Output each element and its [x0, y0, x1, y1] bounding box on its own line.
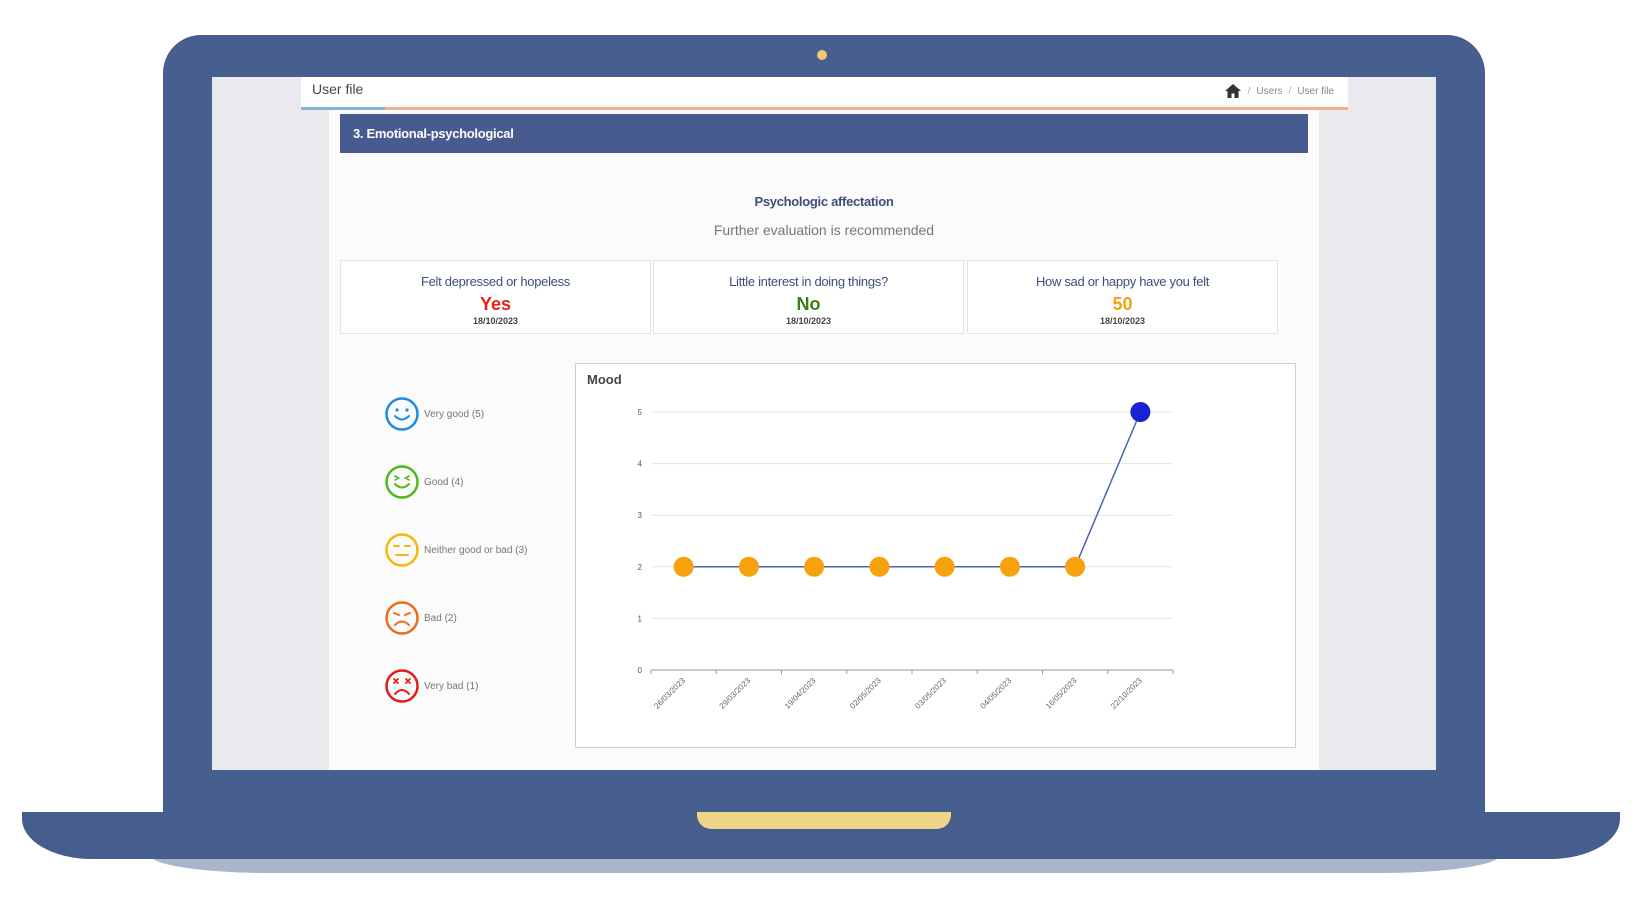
topbar-accent-blue	[301, 107, 385, 110]
screen: User file / Users / User file 3. Emotion…	[212, 77, 1436, 770]
content-panel: 3. Emotional-psychological Psychologic a…	[329, 110, 1319, 770]
legend-good: Good (4)	[384, 464, 463, 500]
x-tick-label: 03/05/2023	[913, 676, 948, 711]
breadcrumb: / Users / User file	[1224, 83, 1334, 99]
x-tick-label: 26/03/2023	[652, 676, 687, 711]
laptop-shadow	[150, 855, 1500, 873]
laptop-notch	[697, 812, 951, 829]
card-question: Little interest in doing things?	[729, 274, 888, 289]
card-answer: 50	[1112, 294, 1133, 314]
breadcrumb-user-file: User file	[1297, 85, 1334, 97]
neutral-face-icon	[385, 533, 419, 567]
legend-label: Very good (5)	[424, 408, 485, 420]
mood-chart-svg: 0 1 2 3 4 5 26/03/2023 29/03/2023 19/04/2023 02/0…	[638, 402, 1174, 711]
affectation-title: Psychologic affectation	[754, 194, 894, 209]
card-date: 18/10/2023	[472, 316, 519, 326]
breadcrumb-separator: /	[1247, 85, 1251, 97]
card-interest: Little interest in doing things? No 18/1…	[653, 260, 964, 334]
x-tick-label: 22/10/2023	[1109, 676, 1144, 711]
good-face-icon	[385, 465, 419, 499]
x-tick-label: 19/04/2023	[783, 676, 818, 711]
camera-dot	[817, 50, 827, 60]
legend-label: Good (4)	[424, 476, 464, 488]
top-bar: User file / Users / User file	[301, 77, 1348, 110]
page-title: User file	[312, 81, 364, 97]
legend-bad: Bad (2)	[384, 600, 457, 636]
home-icon[interactable]	[1224, 83, 1242, 99]
mood-data-point	[999, 556, 1020, 577]
mood-data-point	[1065, 556, 1086, 577]
affectation-subtitle: Further evaluation is recommended	[713, 222, 935, 238]
mood-series-line	[683, 411, 1142, 568]
mood-data-point	[673, 556, 694, 577]
mood-data-point	[869, 556, 890, 577]
y-tick-label: 1	[638, 614, 643, 623]
legend-very-bad: Very bad (1)	[384, 668, 478, 704]
section-header[interactable]: 3. Emotional-psychological	[340, 114, 1308, 153]
mood-data-point	[1130, 402, 1151, 422]
card-date: 18/10/2023	[1099, 316, 1146, 326]
card-answer: Yes	[479, 294, 512, 314]
card-question: How sad or happy have you felt	[1035, 274, 1210, 289]
x-tick-label: 16/05/2023	[1044, 676, 1079, 711]
very-good-face-icon	[385, 397, 419, 431]
chart-title: Mood	[587, 372, 622, 387]
card-depressed: Felt depressed or hopeless Yes 18/10/202…	[340, 260, 651, 334]
legend-label: Bad (2)	[424, 612, 457, 624]
card-question: Felt depressed or hopeless	[420, 274, 570, 289]
y-tick-label: 5	[638, 408, 643, 417]
y-tick-label: 2	[638, 563, 643, 572]
y-tick-label: 4	[638, 460, 643, 469]
mood-data-point	[738, 556, 759, 577]
mood-data-point	[934, 556, 955, 577]
legend-label: Neither good or bad (3)	[424, 544, 528, 556]
legend-neutral: Neither good or bad (3)	[384, 532, 527, 568]
legend-label: Very bad (1)	[424, 680, 479, 692]
x-tick-label: 04/05/2023	[979, 676, 1014, 711]
breadcrumb-separator: /	[1288, 85, 1292, 97]
card-happiness: How sad or happy have you felt 50 18/10/…	[967, 260, 1278, 334]
topbar-accent-orange	[385, 107, 1348, 110]
mood-data-point	[804, 556, 825, 577]
x-tick-label: 02/05/2023	[848, 676, 883, 711]
very-bad-face-icon	[385, 669, 419, 703]
card-answer: No	[796, 294, 821, 314]
mood-chart: Mood 0 1 2 3 4 5 26/03/2023 29/03/2023 19/04/202…	[575, 363, 1296, 748]
breadcrumb-users[interactable]: Users	[1256, 85, 1283, 97]
y-tick-label: 0	[638, 666, 643, 675]
x-tick-label: 29/03/2023	[718, 676, 753, 711]
y-tick-label: 3	[638, 511, 643, 520]
bad-face-icon	[385, 601, 419, 635]
legend-very-good: Very good (5)	[384, 396, 484, 432]
card-date: 18/10/2023	[785, 316, 832, 326]
